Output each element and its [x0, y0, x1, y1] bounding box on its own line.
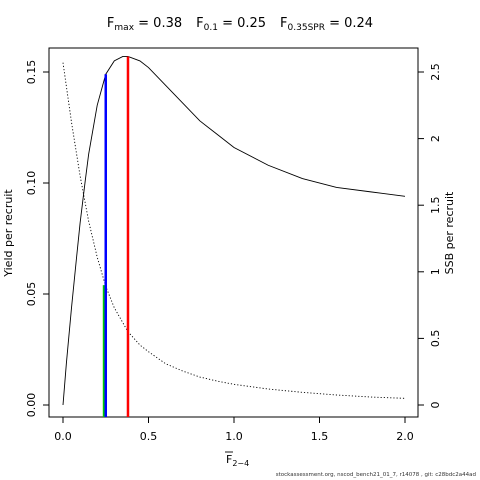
yield-curve — [62, 56, 406, 406]
x-axis-title-main: F — [226, 453, 232, 466]
title-value: = 0.38 — [134, 16, 182, 31]
title-text: Fmax = 0.38 F0.1 = 0.25 F0.35SPR = 0.24 — [107, 16, 373, 33]
y-left-axis: 0.00 0.05 0.10 0.15 — [25, 60, 49, 418]
title-subscript: 0.35SPR — [288, 23, 325, 33]
ssb-curve — [62, 62, 406, 399]
x-axis: 0.0 0.5 1.0 1.5 2.0 — [54, 417, 414, 443]
title-symbol: F — [107, 16, 114, 31]
y-left-axis-title: Yield per recruit — [2, 189, 15, 278]
series-layer — [62, 56, 406, 406]
y-right-tick-label: 2 — [429, 135, 442, 142]
y-right-axis-title: SSB per recruit — [443, 191, 456, 274]
x-tick-label: 0.5 — [140, 430, 158, 443]
x-tick-label: 2.0 — [396, 430, 414, 443]
x-axis-title-sub: 2−4 — [232, 459, 249, 468]
title-symbol: F — [196, 16, 203, 31]
chart-title: Fmax = 0.38 F0.1 = 0.25 F0.35SPR = 0.24 — [107, 16, 373, 33]
y-left-tick-label: 0.15 — [25, 60, 38, 85]
footer-note: stockassessment.org, nscod_bench21_01_7,… — [276, 472, 476, 478]
title-symbol: F — [280, 16, 287, 31]
title-subscript: 0.1 — [204, 23, 218, 33]
y-right-tick-label: 0.5 — [429, 330, 442, 348]
x-tick-label: 1.5 — [311, 430, 329, 443]
x-axis-title: F2−4 — [225, 451, 249, 468]
x-tick-label: 0.0 — [54, 430, 72, 443]
y-left-tick-label: 0.00 — [25, 393, 38, 418]
y-right-tick-label: 0 — [429, 402, 442, 409]
x-axis-title-text: F2−4 — [226, 453, 249, 468]
title-subscript: max — [114, 23, 134, 33]
x-tick-label: 1.0 — [225, 430, 243, 443]
y-left-tick-label: 0.05 — [25, 282, 38, 307]
y-left-tick-label: 0.10 — [25, 171, 38, 196]
title-value: = 0.25 — [218, 16, 266, 31]
title-value: = 0.24 — [325, 16, 373, 31]
reference-lines — [102, 56, 130, 417]
y-right-axis: 0 0.5 1 1.5 2 2.5 — [418, 63, 442, 409]
y-right-tick-label: 1 — [429, 268, 442, 275]
y-right-tick-label: 2.5 — [429, 63, 442, 81]
y-right-tick-label: 1.5 — [429, 196, 442, 214]
